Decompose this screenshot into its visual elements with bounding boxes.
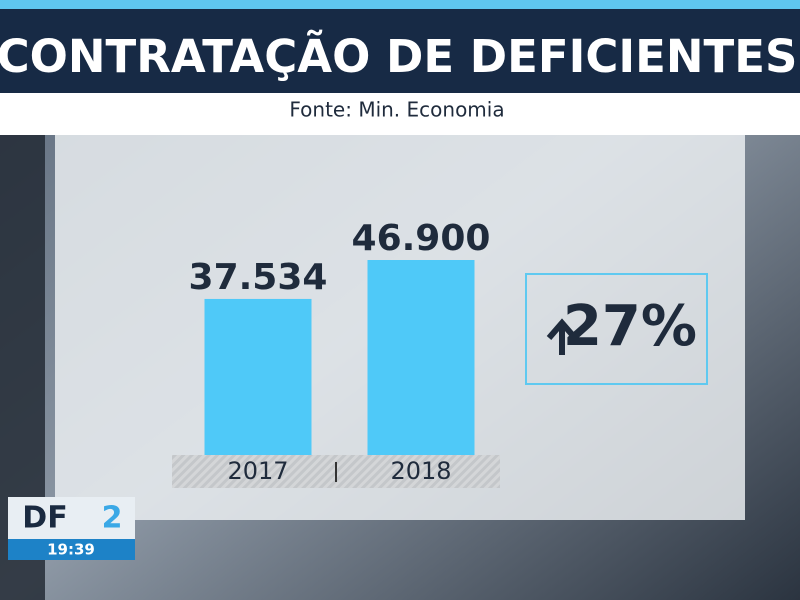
up-arrow xyxy=(546,318,578,355)
annotation-box xyxy=(525,273,708,385)
chart-title: CONTRATAÇÃO DE DEFICIENTES xyxy=(0,30,797,83)
annotation: 27% xyxy=(563,294,697,359)
clock: 19:39 xyxy=(47,541,95,559)
bar xyxy=(204,298,312,455)
clock-box xyxy=(8,539,135,560)
value-label: 37.534 xyxy=(189,257,328,298)
value-label: 46.900 xyxy=(352,218,491,259)
chart-subtitle: Fonte: Min. Economia xyxy=(289,98,504,122)
logo-box xyxy=(8,497,135,539)
logo-channel: DF xyxy=(22,501,67,536)
logo-number: 2 xyxy=(102,501,123,536)
title-band xyxy=(0,9,800,93)
x-tick-label: 2018 xyxy=(390,457,451,485)
top-stripe xyxy=(0,0,800,9)
subtitle-band xyxy=(0,93,800,135)
bar xyxy=(367,260,475,455)
x-tick-label: 2017 xyxy=(227,457,288,485)
